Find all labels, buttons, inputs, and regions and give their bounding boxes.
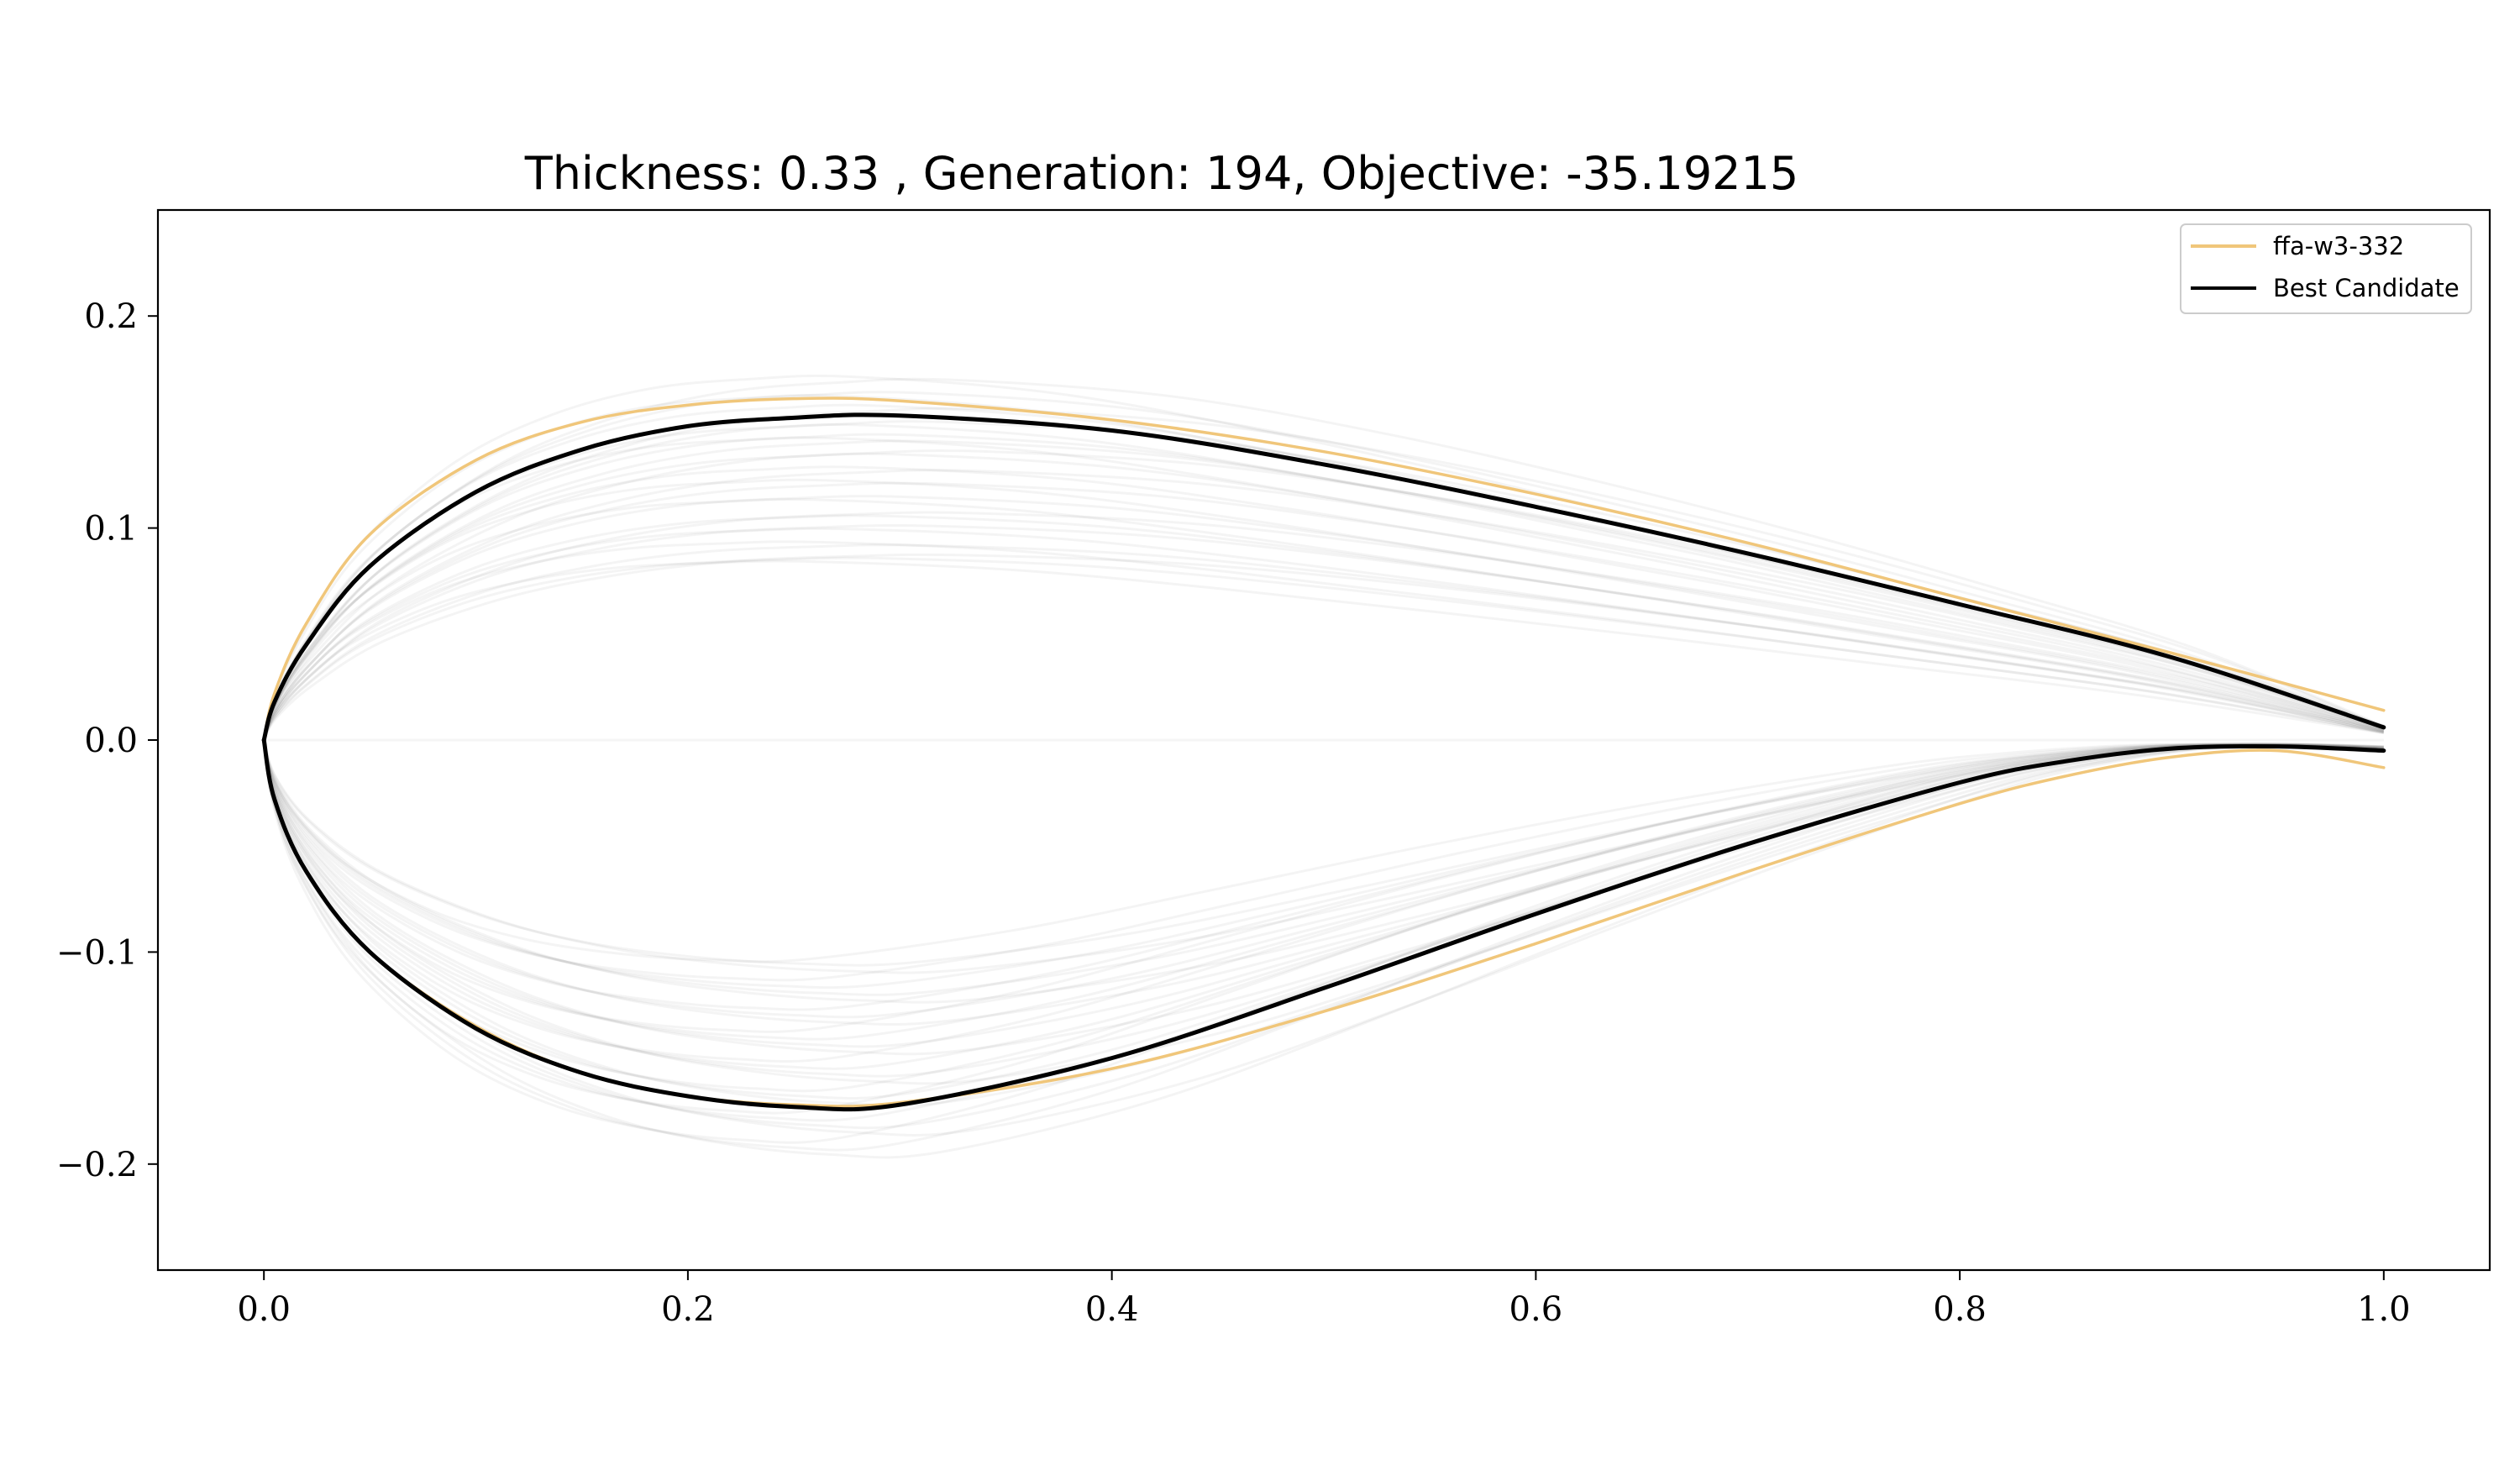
series-line-best-candidate-upper (261, 412, 2386, 743)
candidate-curve-lower (262, 739, 2384, 1159)
candidate-curve-lower (262, 739, 2384, 990)
candidate-curve-upper (262, 452, 2385, 741)
x-tick-label: 0.2 (661, 1290, 715, 1329)
candidate-curve-lower (262, 739, 2384, 1041)
series-line-ffa-w3-332-upper (262, 396, 2386, 742)
candidate-curve-upper (262, 553, 2385, 741)
candidate-curve-lower (262, 739, 2384, 996)
y-tick-label: −0.2 (56, 1146, 138, 1184)
candidate-curve-upper (262, 523, 2385, 741)
candidate-curve-upper (262, 478, 2385, 741)
x-tick-label: 0.4 (1085, 1290, 1139, 1329)
x-tick-label: 0.0 (237, 1290, 291, 1329)
candidate-curve-upper (262, 377, 2385, 741)
candidate-curve-upper (262, 439, 2385, 741)
chart-title: Thickness: 0.33 , Generation: 194, Objec… (524, 147, 1799, 200)
x-axis: 0.0 0.2 0.4 0.6 0.8 1.0 (237, 1270, 2411, 1329)
candidate-curve-lower (262, 739, 2384, 982)
y-tick-label: 0.0 (84, 722, 138, 760)
candidate-curve-lower (262, 739, 2384, 1056)
candidate-curve-upper (262, 465, 2385, 741)
series-line-best-candidate-lower (261, 738, 2386, 1112)
candidate-curve-upper (262, 559, 2385, 741)
candidate-curve-upper (262, 407, 2385, 741)
candidate-curve-lower (262, 739, 2384, 1063)
candidate-curve-upper (262, 543, 2385, 741)
x-tick-label: 0.8 (1933, 1290, 1987, 1329)
candidate-curve-upper (262, 514, 2385, 741)
candidate-curve-lower (262, 739, 2384, 1011)
candidate-curve-upper (262, 540, 2385, 741)
candidate-curve-upper (262, 527, 2385, 741)
candidate-curve-upper (262, 391, 2385, 741)
candidate-curve-lower (262, 739, 2384, 1019)
candidate-curve-upper (262, 469, 2385, 741)
legend: ffa-w3-332 Best Candidate (2180, 223, 2472, 314)
series-lines (261, 396, 2386, 1112)
x-tick-label: 1.0 (2357, 1290, 2411, 1329)
candidate-curve-lower (262, 739, 2384, 974)
y-axis: −0.2 −0.1 0.0 0.1 0.2 (56, 297, 158, 1184)
candidate-curve-upper (262, 495, 2385, 741)
candidate-curve-upper (262, 498, 2385, 741)
y-tick-label: −0.1 (56, 933, 138, 972)
candidate-curve-lower (262, 739, 2384, 1130)
candidate-curve-lower (262, 739, 2384, 1033)
candidate-curve-upper (262, 556, 2385, 741)
candidate-curve-upper (262, 511, 2385, 741)
x-tick-label: 0.6 (1509, 1290, 1563, 1329)
candidate-curve-upper (262, 433, 2385, 741)
candidate-curve-upper (262, 481, 2385, 741)
candidate-curve-lower (262, 739, 2384, 1085)
y-tick-label: 0.2 (84, 297, 138, 336)
candidate-curve-lower (262, 739, 2384, 1070)
y-tick-label: 0.1 (84, 510, 138, 549)
candidate-curve-lower (262, 739, 2384, 1115)
legend-label-best-candidate: Best Candidate (2273, 274, 2460, 302)
candidate-curve-lower (262, 739, 2384, 963)
candidate-curve-lower (262, 739, 2384, 967)
legend-label-ffa-w3-332: ffa-w3-332 (2273, 232, 2404, 260)
